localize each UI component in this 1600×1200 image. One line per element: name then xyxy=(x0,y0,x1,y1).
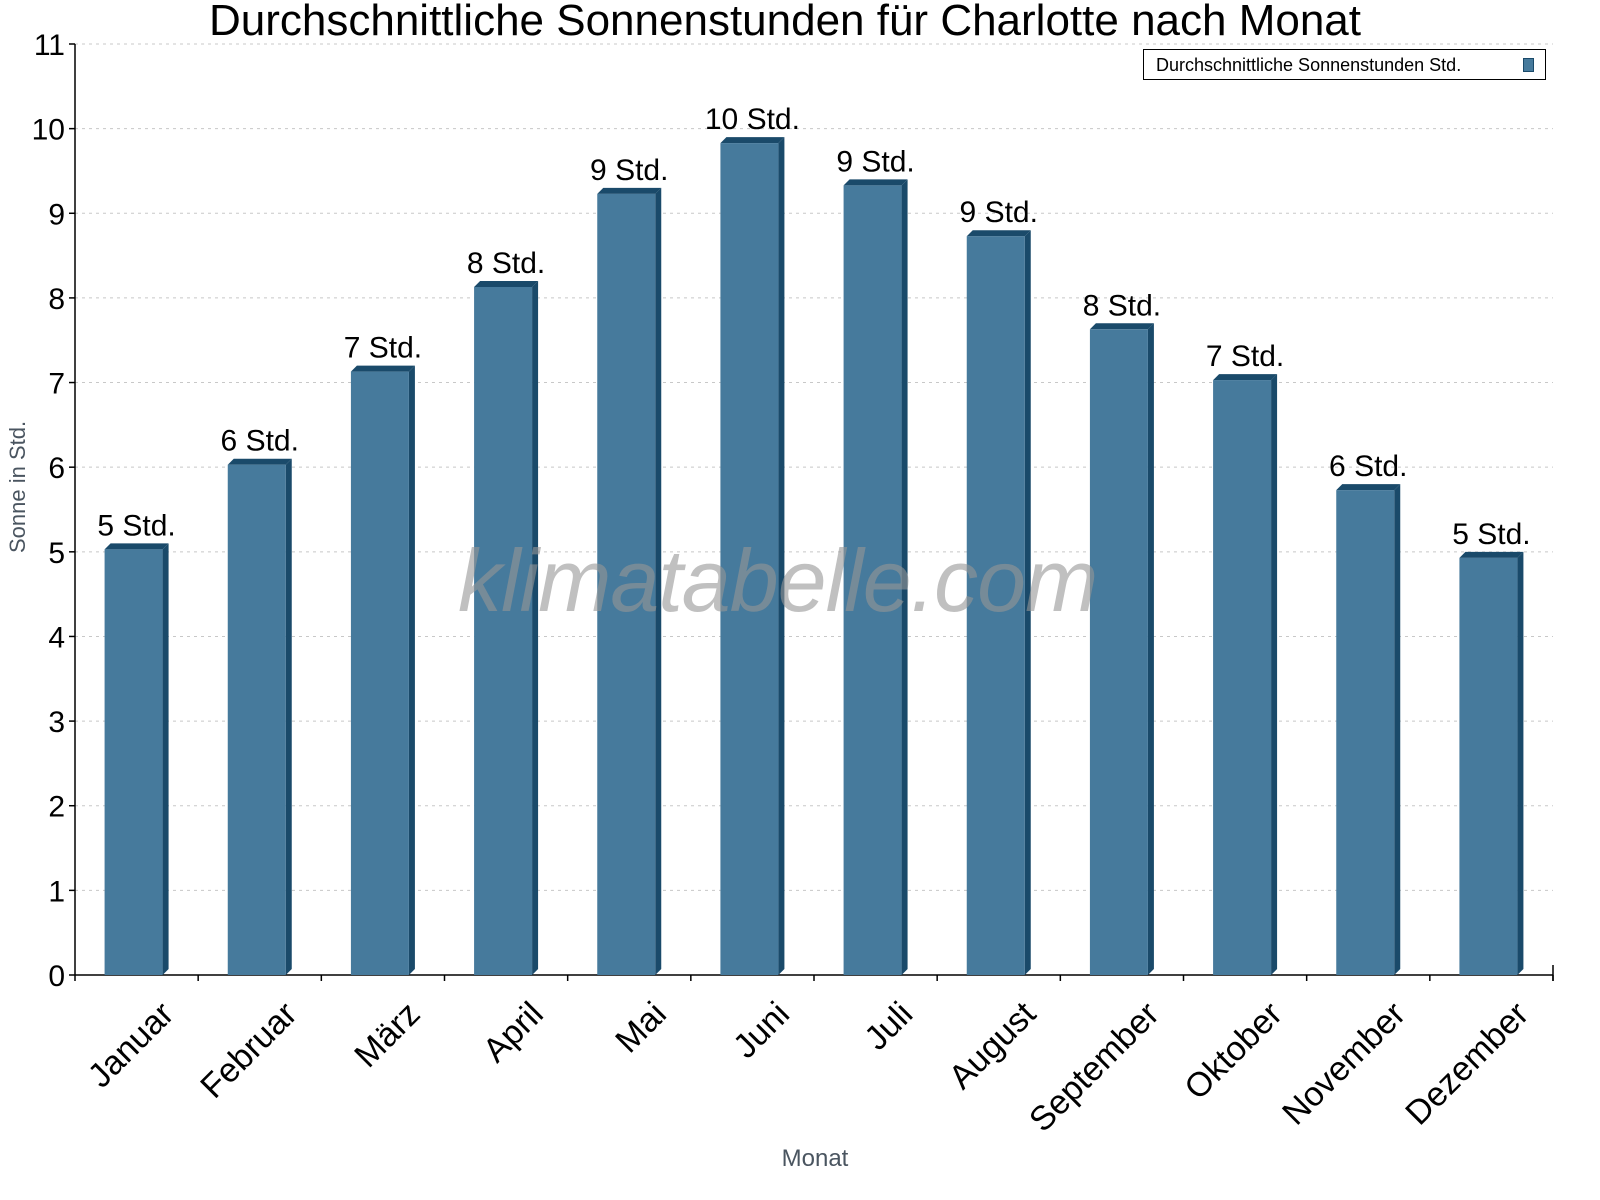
x-tick-label: Juni xyxy=(726,995,797,1066)
x-tick-label: Oktober xyxy=(1177,995,1289,1107)
bar-oktober xyxy=(1213,374,1278,976)
data-label: 6 Std. xyxy=(221,425,299,458)
y-tick-label: 10 xyxy=(32,114,65,147)
bar-februar xyxy=(227,458,292,976)
x-tick-label: Juli xyxy=(857,995,920,1058)
bar-mai xyxy=(597,187,662,975)
bar-april xyxy=(474,280,539,975)
y-tick-label: 0 xyxy=(48,960,65,993)
x-tick-label: Februar xyxy=(193,995,304,1106)
y-tick-label: 4 xyxy=(48,621,65,654)
x-axis-title: Monat xyxy=(781,1145,849,1172)
y-axis-title: Sonne in Std. xyxy=(5,420,30,553)
data-label: 5 Std. xyxy=(97,509,175,542)
legend-swatch-icon xyxy=(1523,58,1534,72)
data-label: 9 Std. xyxy=(836,145,914,178)
bar-januar xyxy=(104,543,169,975)
y-tick-label: 3 xyxy=(48,706,65,739)
data-label: 7 Std. xyxy=(1206,340,1284,373)
bar-juli xyxy=(843,179,908,975)
y-tick-label: 8 xyxy=(48,283,65,316)
y-tick-label: 5 xyxy=(48,537,65,570)
bar-juni xyxy=(720,137,785,976)
x-tick-label: September xyxy=(1022,995,1166,1139)
bar-september xyxy=(1089,323,1154,975)
y-tick-label: 9 xyxy=(48,198,65,231)
data-label: 9 Std. xyxy=(960,196,1038,229)
legend: Durchschnittliche Sonnenstunden Std. xyxy=(1143,49,1546,80)
data-label: 10 Std. xyxy=(705,103,800,136)
data-label: 8 Std. xyxy=(1083,289,1161,322)
bar-märz xyxy=(350,365,415,976)
y-tick-label: 6 xyxy=(48,452,65,485)
x-tick-label: April xyxy=(476,995,551,1070)
bar-november xyxy=(1336,484,1401,975)
chart-title: Durchschnittliche Sonnenstunden für Char… xyxy=(208,0,1361,45)
data-label: 5 Std. xyxy=(1452,518,1530,551)
x-tick-label: Mai xyxy=(608,995,674,1061)
x-tick-label: August xyxy=(942,994,1044,1096)
x-tick-label: März xyxy=(347,995,427,1075)
data-label: 7 Std. xyxy=(344,332,422,365)
y-tick-label: 1 xyxy=(48,875,65,908)
data-label: 8 Std. xyxy=(467,247,545,280)
bar-august xyxy=(966,230,1031,975)
x-tick-label: Januar xyxy=(81,995,181,1095)
bar-dezember xyxy=(1459,551,1524,975)
x-tick-label: November xyxy=(1275,995,1413,1133)
y-tick-label: 11 xyxy=(34,29,65,62)
y-tick-label: 2 xyxy=(48,791,65,824)
data-label: 6 Std. xyxy=(1329,450,1407,483)
x-tick-label: Dezember xyxy=(1398,995,1536,1133)
y-tick-label: 7 xyxy=(48,368,65,401)
watermark: klimatabelle.com xyxy=(458,531,1098,630)
data-label: 9 Std. xyxy=(590,154,668,187)
legend-label: Durchschnittliche Sonnenstunden Std. xyxy=(1156,55,1462,75)
